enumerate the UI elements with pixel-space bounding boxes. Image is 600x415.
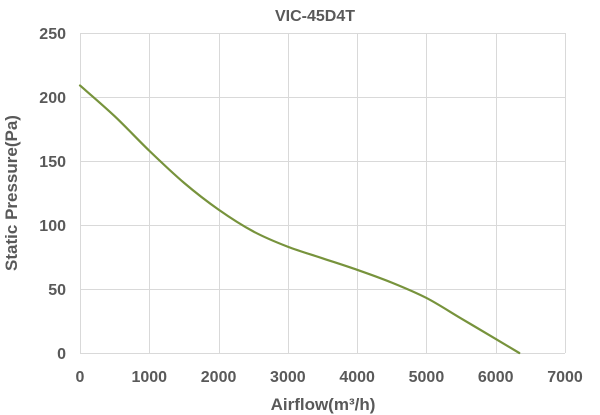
series-layer	[78, 84, 521, 355]
y-axis-title: Static Pressure(Pa)	[2, 115, 21, 271]
x-tick-label: 5000	[409, 369, 445, 386]
y-tick-label: 50	[48, 282, 66, 299]
grid-layer	[80, 33, 566, 354]
x-tick-label: 4000	[339, 369, 375, 386]
x-tick-label: 7000	[547, 369, 583, 386]
tick-layer: 0 1000 2000 3000 4000 5000 6000 7000 0 50 100 150 20…	[39, 26, 583, 386]
x-axis-title: Airflow(m³/h)	[271, 395, 376, 414]
x-tick-label: 3000	[270, 369, 306, 386]
y-tick-label: 100	[39, 218, 66, 235]
x-tick-label: 0	[76, 369, 85, 386]
chart-title: VIC-45D4T	[275, 8, 355, 25]
x-tick-label: 1000	[131, 369, 167, 386]
y-tick-label: 200	[39, 90, 66, 107]
series-line	[78, 84, 521, 355]
x-tick-label: 6000	[478, 369, 514, 386]
y-tick-label: 150	[39, 154, 66, 171]
x-tick-label: 2000	[201, 369, 237, 386]
y-tick-label: 0	[57, 346, 66, 363]
y-tick-label: 250	[39, 26, 66, 43]
